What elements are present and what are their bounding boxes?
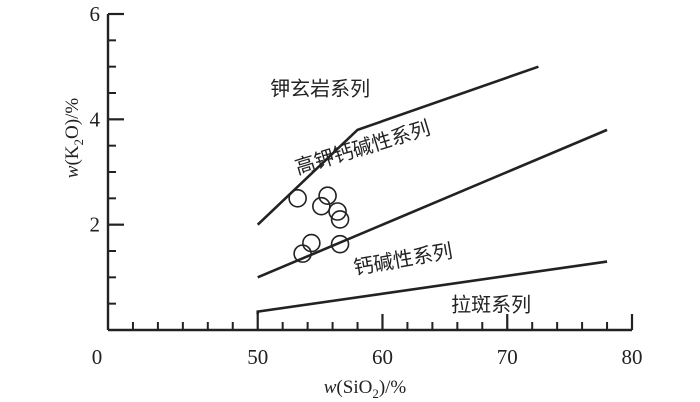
series-label: 拉斑系列 [451, 293, 531, 317]
data-point [293, 244, 312, 263]
data-point [330, 210, 350, 229]
data-point [312, 196, 331, 216]
y-tick-label: 4 [90, 107, 101, 131]
data-point [330, 234, 350, 254]
series-label: 钾玄岩系列 [270, 77, 370, 101]
data-points [288, 186, 350, 263]
boundary-lines [256, 65, 608, 315]
x-tick-label: 60 [372, 345, 393, 369]
data-point [328, 202, 347, 221]
series-label: 钙碱性系列 [352, 239, 455, 280]
data-point [302, 233, 321, 253]
boundary-line-calc-alkaline-upper [257, 128, 608, 279]
x-axis-title: w(SiO2)/% [324, 377, 407, 401]
x-tick-label: 50 [247, 345, 268, 369]
boundary-line-calc-alkaline-lower [256, 260, 608, 315]
x-tick-label: 80 [622, 345, 643, 369]
x-tick-label: 70 [497, 345, 518, 369]
ticks [108, 12, 634, 330]
y-tick-label: 6 [90, 2, 101, 26]
axes [106, 14, 632, 332]
data-point [288, 189, 307, 208]
series-label: 高钾钙碱性系列 [292, 116, 433, 180]
y-axis-title: w(K2O)/% [62, 98, 86, 179]
y-tick-label: 2 [90, 213, 101, 237]
data-point [318, 186, 337, 205]
origin-label: 0 [92, 345, 103, 369]
